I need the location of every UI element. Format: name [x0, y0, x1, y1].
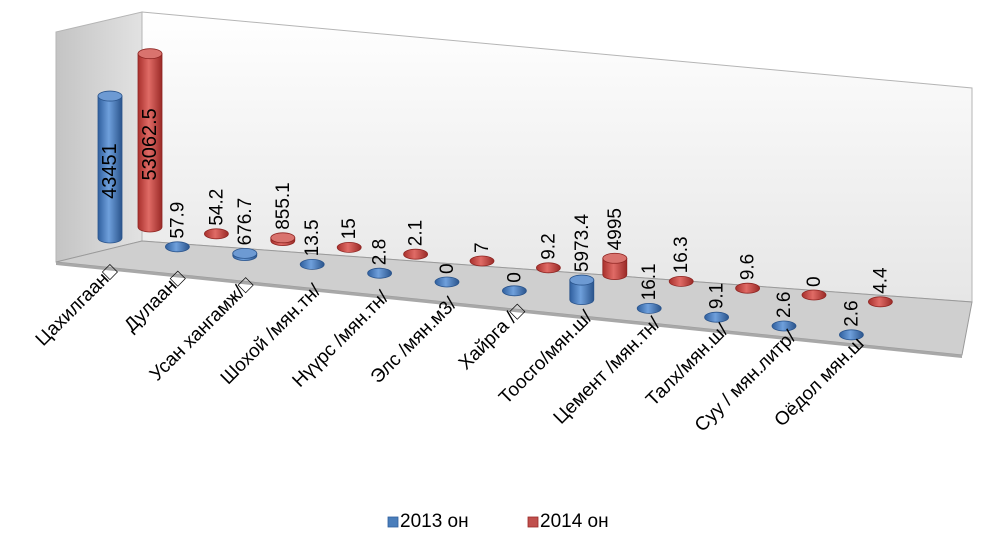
- data-label: 9.6: [738, 254, 759, 280]
- bar-2014-3: [336, 241, 362, 253]
- data-label: 0: [804, 276, 825, 287]
- data-label: 4.4: [870, 267, 891, 294]
- cylinder-disc: [203, 228, 229, 240]
- chart-marks: 53062.5 54.2 855.1 15 2.1 7 9.2 4995 16.3 9.6 0 4.4…: [97, 48, 893, 341]
- data-label: 855.1: [273, 182, 294, 230]
- cylinder-disc: [801, 289, 827, 301]
- data-label: 15: [339, 218, 360, 239]
- data-label: 16.3: [671, 236, 692, 273]
- cylinder-disc: [771, 320, 797, 332]
- data-label: 0: [437, 263, 458, 274]
- bar-2014-2: [270, 232, 296, 246]
- cylinder-disc: [668, 275, 694, 287]
- data-label: 13.5: [302, 219, 323, 256]
- data-label: 53062.5: [139, 108, 161, 180]
- bar-2014-7: [602, 252, 628, 280]
- cylinder-disc: [434, 276, 460, 288]
- data-label: 4995: [605, 208, 626, 250]
- bar-2013-1: [164, 241, 190, 253]
- cylinder-disc: [403, 248, 429, 260]
- data-label: 9.1: [707, 283, 728, 309]
- category-label: Хайрга /□: [455, 300, 529, 374]
- bar-2013-10: [771, 320, 797, 332]
- bar-2014-8: [668, 275, 694, 287]
- cylinder-top: [602, 252, 628, 264]
- cylinder-disc: [367, 267, 393, 279]
- bar-2013-6: [502, 285, 527, 297]
- bar-2014-6: [536, 262, 561, 274]
- bar-2013-2: [232, 247, 258, 261]
- chart-floor-edge: [56, 262, 962, 358]
- cylinder-disc: [502, 285, 527, 297]
- cylinder-top: [137, 48, 163, 60]
- cylinder-disc: [536, 262, 561, 274]
- data-label: 2.1: [406, 220, 427, 246]
- legend-label-2013: 2013 он: [400, 511, 469, 532]
- cylinder-body: [97, 95, 123, 244]
- bar-2013-9: [704, 311, 729, 323]
- category-label: Дулаан□: [120, 267, 189, 336]
- data-label: 7: [472, 242, 493, 253]
- data-label: 2.6: [774, 292, 795, 318]
- cylinder-top: [97, 90, 123, 102]
- cylinder-top: [270, 232, 296, 244]
- bar-2013-11: [839, 329, 864, 341]
- cylinder-body: [602, 257, 628, 280]
- legend-swatch-2014: [527, 516, 539, 528]
- legend-swatch-2013: [387, 516, 399, 528]
- legend: 2013 он 2014 он: [387, 511, 609, 532]
- data-label: 54.2: [206, 189, 227, 226]
- data-label: 43451: [99, 143, 121, 199]
- bar-2013-3: [299, 258, 325, 270]
- data-label: 9.2: [538, 233, 559, 259]
- cylinder-top: [232, 247, 258, 259]
- cylinder-top: [569, 274, 595, 286]
- category-label: Цахилгаан□: [32, 260, 122, 350]
- bar-2014-5: [469, 255, 495, 267]
- cylinder-disc: [839, 329, 864, 341]
- cylinder-body: [569, 279, 595, 305]
- bar-2014-10: [801, 289, 827, 301]
- cylinder-disc: [299, 258, 325, 270]
- bar-2013-8: [636, 302, 662, 314]
- cylinder-disc: [735, 282, 760, 294]
- data-label: 5973.4: [572, 214, 593, 273]
- data-label: 676.7: [235, 198, 256, 246]
- bar-2013-7: [569, 274, 595, 305]
- bar-2014-4: [403, 248, 429, 260]
- cylinder-disc: [336, 241, 362, 253]
- bar-2014-9: [735, 282, 760, 294]
- bar-2013-0: [97, 90, 123, 244]
- cylinder-body: [137, 53, 163, 233]
- cylinder-disc: [469, 255, 495, 267]
- bar-2014-0: [137, 48, 163, 233]
- bar-2013-5: [434, 276, 460, 288]
- cylinder-disc: [868, 296, 893, 308]
- cylinder-disc: [164, 241, 190, 253]
- bar-2014-11: [868, 296, 893, 308]
- data-label: 2.6: [841, 300, 862, 326]
- data-label: 57.9: [167, 202, 188, 239]
- legend-label-2014: 2014 он: [540, 511, 609, 532]
- data-label: 0: [504, 272, 525, 283]
- bar-2014-1: [203, 228, 229, 240]
- cylinder-disc: [636, 302, 662, 314]
- cylinder-disc: [704, 311, 729, 323]
- bar-2013-4: [367, 267, 393, 279]
- data-label: 2.8: [370, 239, 391, 265]
- data-label: 16.1: [639, 263, 660, 300]
